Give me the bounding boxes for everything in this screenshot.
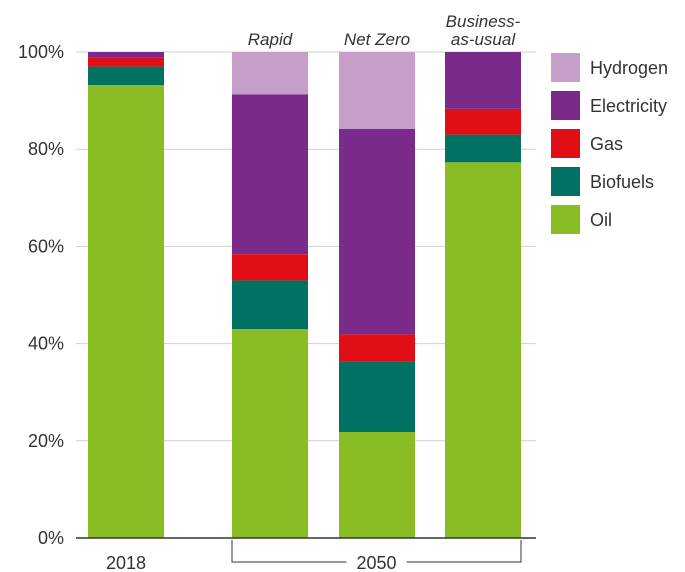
legend-swatch-hydrogen	[551, 53, 580, 82]
axes	[76, 537, 536, 563]
legend-swatch-gas	[551, 129, 580, 158]
bar-segment-biofuels	[445, 134, 521, 163]
y-tick-label: 60%	[28, 236, 64, 256]
y-tick-label: 20%	[28, 431, 64, 451]
group-bracket	[231, 540, 347, 563]
legend-swatch-electricity	[551, 91, 580, 120]
group-label: 2050	[356, 553, 396, 572]
bar-segment-biofuels	[232, 280, 308, 330]
legend-swatch-oil	[551, 205, 580, 234]
y-tick-label: 40%	[28, 334, 64, 354]
bar-segment-electricity	[445, 52, 521, 109]
scenario-label: Net Zero	[344, 30, 410, 49]
y-tick-label: 0%	[38, 528, 64, 548]
bar-segment-oil	[232, 329, 308, 538]
legend-label: Biofuels	[590, 172, 654, 192]
y-tick-label: 100%	[18, 42, 64, 62]
bar-segment-oil	[88, 85, 164, 538]
group-bracket	[406, 540, 522, 563]
bar-segment-gas	[339, 334, 415, 362]
bar-segment-electricity	[339, 128, 415, 335]
bar-segment-oil	[339, 432, 415, 538]
scenario-label: Rapid	[248, 30, 293, 49]
legend-label: Gas	[590, 134, 623, 154]
bar-segment-gas	[232, 254, 308, 281]
bar-segment-electricity	[232, 94, 308, 255]
bar-segment-hydrogen	[339, 52, 415, 129]
scenario-label: Business-	[446, 12, 521, 31]
scenario-label: as-usual	[451, 30, 516, 49]
legend-swatch-biofuels	[551, 167, 580, 196]
bars	[88, 52, 521, 538]
legend: Hydrogen Electricity Gas Biofuels Oil	[551, 53, 668, 234]
group-label: 2018	[106, 553, 146, 572]
bar-segment-biofuels	[88, 66, 164, 86]
bar-segment-biofuels	[339, 361, 415, 433]
bar-segment-electricity	[88, 52, 164, 58]
y-tick-label: 80%	[28, 139, 64, 159]
bar-segment-oil	[445, 162, 521, 538]
legend-label: Hydrogen	[590, 58, 668, 78]
bar-segment-gas	[445, 108, 521, 135]
labels: 0% 20% 40% 60% 80% 100% Rapid Net Zero Business-…	[18, 12, 521, 572]
bar-segment-hydrogen	[232, 52, 308, 95]
legend-label: Oil	[590, 210, 612, 230]
bar-segment-gas	[88, 57, 164, 67]
legend-label: Electricity	[590, 96, 667, 116]
